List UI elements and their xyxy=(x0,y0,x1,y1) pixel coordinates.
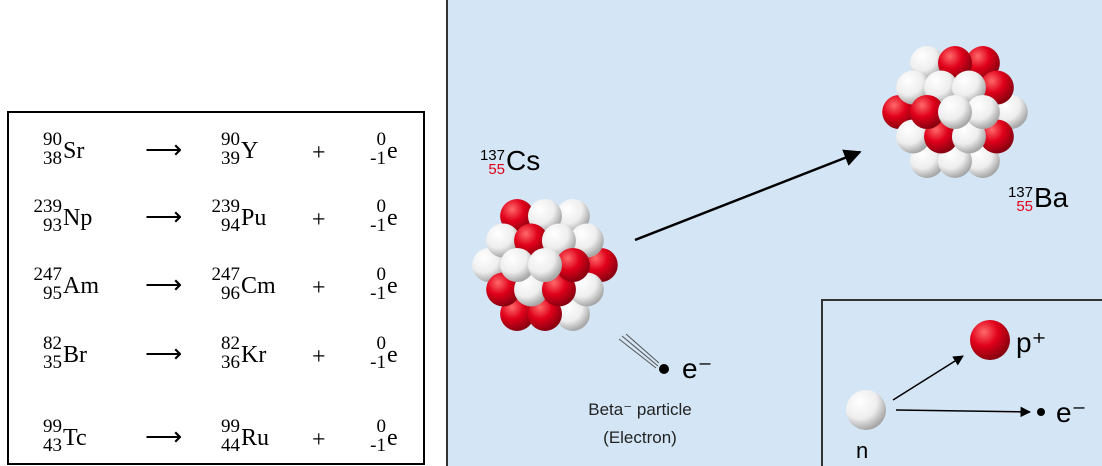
atomic-number: -1 xyxy=(370,148,386,169)
electron-label: e⁻ xyxy=(682,353,712,384)
element-symbol: Pu xyxy=(241,205,266,231)
atomic-number: 95 xyxy=(43,283,62,304)
arrow: ⟶ xyxy=(145,202,182,231)
atomic-number: 43 xyxy=(43,435,62,456)
proton-label: p⁺ xyxy=(1016,327,1046,358)
scene: Beta⁻ particle (Electron) e⁻ p⁺ e⁻ n 903… xyxy=(0,0,1102,466)
element-symbol: Sr xyxy=(63,138,84,164)
atomic-number: -1 xyxy=(370,352,386,373)
particle-note: (Electron) xyxy=(603,428,677,447)
element-symbol: Cm xyxy=(241,273,276,299)
nucleon xyxy=(938,95,972,129)
electron-dot xyxy=(659,364,669,374)
atomic-number: 94 xyxy=(221,215,241,236)
element-symbol: Ba xyxy=(1034,182,1069,213)
atomic-number: 44 xyxy=(221,435,241,456)
electron-dot xyxy=(1037,408,1045,416)
atomic-number: 93 xyxy=(43,215,62,236)
neutron-label: n xyxy=(856,438,868,463)
atomic-number: 39 xyxy=(221,148,240,169)
element-symbol: Cs xyxy=(506,145,540,176)
mass-number: 0 xyxy=(377,129,387,150)
element-symbol: Ru xyxy=(241,425,269,451)
mass-number: 0 xyxy=(377,416,387,437)
plus: + xyxy=(312,140,326,166)
mass-number: 90 xyxy=(43,129,62,150)
plus: + xyxy=(312,207,326,233)
neutron-ball xyxy=(846,390,886,430)
atomic-number: -1 xyxy=(370,283,386,304)
arrow: ⟶ xyxy=(145,135,182,164)
mass-number: 0 xyxy=(377,196,387,217)
atomic-number: 96 xyxy=(221,283,240,304)
mass-number: 99 xyxy=(221,416,240,437)
element-symbol: e xyxy=(387,205,398,231)
mass-number: 0 xyxy=(377,333,387,354)
mass-number: 0 xyxy=(377,264,387,285)
mass-number: 99 xyxy=(43,416,62,437)
mass-number: 90 xyxy=(221,129,240,150)
particle-label: Beta⁻ particle xyxy=(588,400,691,419)
element-symbol: e xyxy=(387,342,398,368)
element-symbol: e xyxy=(387,273,398,299)
arrow: ⟶ xyxy=(145,270,182,299)
arrow: ⟶ xyxy=(145,339,182,368)
element-symbol: Np xyxy=(63,205,92,231)
arrow: ⟶ xyxy=(145,422,182,451)
atomic-number: -1 xyxy=(370,435,386,456)
atomic-number: 55 xyxy=(488,161,505,178)
element-symbol: e xyxy=(387,138,398,164)
mass-number: 239 xyxy=(34,196,63,217)
mass-number: 82 xyxy=(221,333,240,354)
plus: + xyxy=(312,344,326,370)
mass-number: 82 xyxy=(43,333,62,354)
nucleon xyxy=(528,248,562,282)
element-symbol: Br xyxy=(63,342,87,368)
plus: + xyxy=(312,427,326,453)
mass-number: 247 xyxy=(34,264,63,285)
atomic-number: 35 xyxy=(43,352,62,373)
atomic-number: 38 xyxy=(43,148,62,169)
atomic-number: -1 xyxy=(370,215,386,236)
electron-label: e⁻ xyxy=(1056,397,1086,428)
plus: + xyxy=(312,275,326,301)
mass-number: 247 xyxy=(212,264,241,285)
element-symbol: Kr xyxy=(241,342,266,368)
element-symbol: Am xyxy=(63,273,99,299)
proton-ball xyxy=(970,320,1010,360)
atomic-number: 36 xyxy=(221,352,240,373)
element-symbol: Tc xyxy=(63,425,87,451)
mass-number: 239 xyxy=(212,196,241,217)
element-symbol: e xyxy=(387,425,398,451)
atomic-number: 55 xyxy=(1016,198,1033,215)
element-symbol: Y xyxy=(241,138,258,164)
page: {"equations": [ {"reactant": {"mass": "9… xyxy=(0,0,1102,466)
